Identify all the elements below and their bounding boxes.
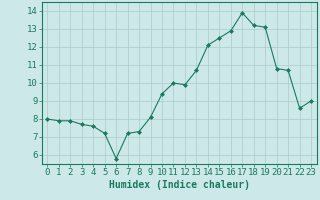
X-axis label: Humidex (Indice chaleur): Humidex (Indice chaleur) [109,180,250,190]
